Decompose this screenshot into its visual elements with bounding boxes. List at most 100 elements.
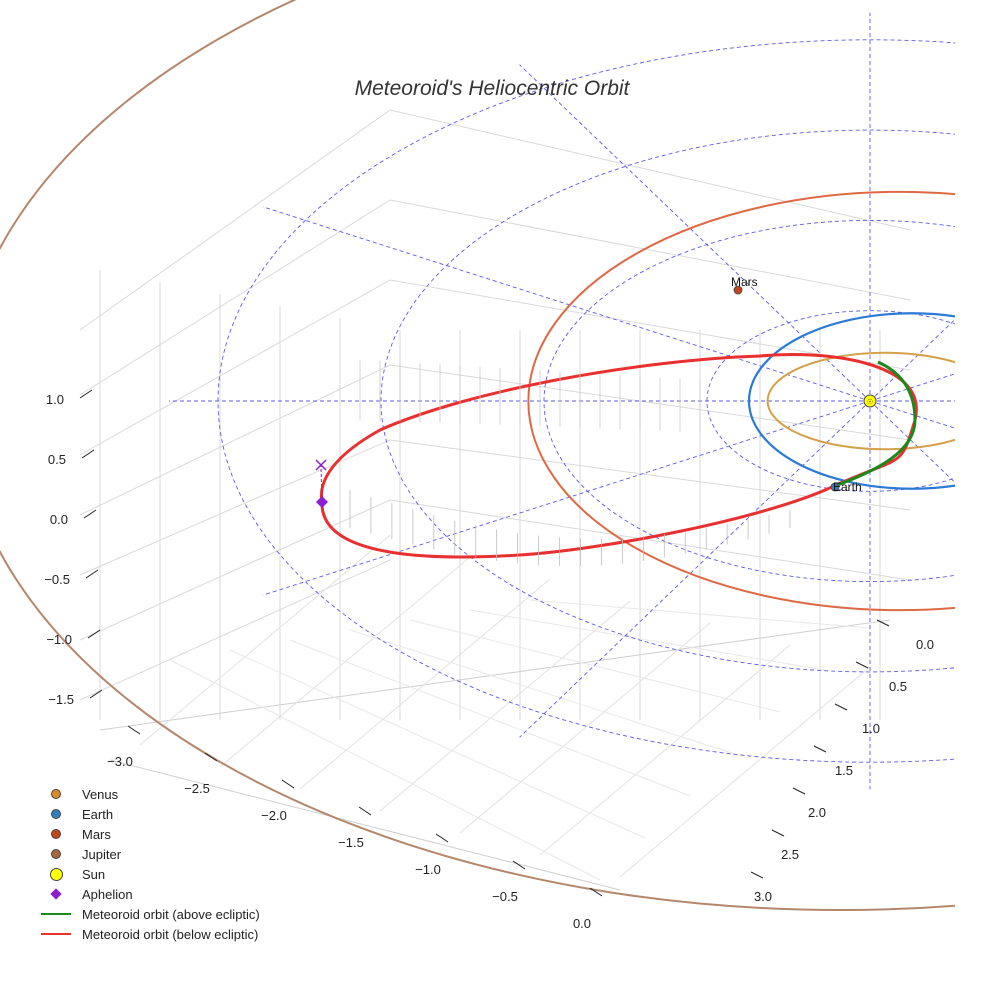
grid-line [389,199,911,301]
legend-item: Mars [36,824,260,844]
y-tick-label: 1.0 [862,721,880,736]
legend-label: Meteoroid orbit (above ecliptic) [82,906,260,922]
legend-item: Meteoroid orbit (below ecliptic) [36,924,260,944]
chart-title: Meteoroid's Heliocentric Orbit [355,77,631,100]
y-tick [855,661,869,669]
legend-label: Jupiter [82,846,122,862]
legend-item: Sun [36,864,260,884]
legend-item: Earth [36,804,260,824]
ecliptic-grid-spoke [519,64,871,402]
legend-label: Venus [82,786,119,802]
x-tick [127,725,141,735]
legend-label: Earth [82,806,114,822]
grid-line [79,439,391,576]
ecliptic-grid-spoke [519,400,871,738]
z-tick-label: −0.5 [44,572,70,587]
grid-line [389,439,911,511]
x-tick [512,860,526,870]
grid-line [79,109,391,331]
floor-grid-line [299,578,551,790]
x-tick [204,752,218,762]
meteoroid-orbit-below-ecliptic [319,353,918,559]
floor-grid-line [539,644,791,856]
x-tick-label: −2.0 [261,808,287,823]
y-tick [813,745,827,753]
x-tick [435,833,449,843]
grid-line [79,499,391,641]
z-tick [85,569,99,579]
floor-grid-line [529,599,871,629]
grid-line [79,364,391,516]
ecliptic-grid-ring [380,129,955,673]
legend-symbol [36,888,76,900]
y-tick-label: 2.0 [808,805,826,820]
x-tick [589,887,603,897]
planet-orbit-earth [747,312,955,490]
ecliptic-grid-spoke [869,400,955,484]
sun-glyph: ☉ [867,398,873,406]
legend-symbol [36,867,76,881]
z-tick [81,449,95,459]
legend-item: Venus [36,784,260,804]
planet-orbit-venus [766,351,955,451]
y-tick [834,703,848,711]
legend-symbol [36,789,76,799]
z-tick-label: 0.5 [48,452,66,467]
floor-grid-line [379,600,631,812]
x-tick-label: 0.0 [573,916,591,931]
box-edge [109,759,621,891]
planet-orbit-mars [527,190,955,612]
legend: Venus Earth Mars Jupiter Sun Aphelion Meteoroi… [36,784,260,944]
x-tick [281,779,295,789]
floor-grid-line [169,659,601,881]
x-tick-label: −1.0 [415,862,441,877]
y-tick-label: 2.5 [781,847,799,862]
floor-grid-line [289,639,691,797]
z-tick [89,689,103,699]
earth-marker [830,482,840,492]
planet-orbit-jupiter [0,0,955,911]
grid-line [79,279,391,456]
earth-label: Earth [833,480,862,494]
ecliptic-grid-spoke [869,318,955,402]
legend-label: Sun [82,866,106,882]
floor-grid-line [469,609,826,671]
y-tick [750,871,764,879]
grid-line [389,109,911,231]
y-tick-label: 3.0 [754,889,772,904]
aphelion-projection-line [320,465,323,503]
legend-symbol [36,933,76,935]
floor-grid-line [219,556,471,768]
aphelion-marker [316,496,328,508]
y-tick [876,619,890,627]
x-tick-label: −0.5 [492,889,518,904]
aphelion-projection-x [315,459,327,471]
y-tick-label: 0.5 [889,679,907,694]
legend-item: Meteoroid orbit (above ecliptic) [36,904,260,924]
ecliptic-grid-spoke [262,400,871,596]
floor-grid-line [229,649,646,839]
mars-marker [733,285,743,295]
y-tick-label: 0.0 [916,637,934,652]
legend-symbol [36,849,76,859]
floor-grid-line [409,619,781,713]
floor-grid-line [619,666,871,878]
y-tick [792,787,806,795]
z-tick-label: −1.0 [46,632,72,647]
legend-symbol [36,809,76,819]
z-tick-label: 0.0 [50,512,68,527]
floor-grid-line [459,622,711,834]
x-tick-label: −3.0 [107,754,133,769]
grid-line [389,499,911,581]
floor-grid-line [349,629,736,755]
ecliptic-grid-spoke [869,400,955,429]
x-tick-label: −1.5 [338,835,364,850]
grid-line [79,559,391,701]
x-tick-label: −2.5 [184,781,210,796]
legend-item: Jupiter [36,844,260,864]
mars-label: Mars [731,275,758,289]
floor-grid-line [139,534,391,746]
z-tick [83,509,97,519]
legend-label: Aphelion [82,886,133,902]
